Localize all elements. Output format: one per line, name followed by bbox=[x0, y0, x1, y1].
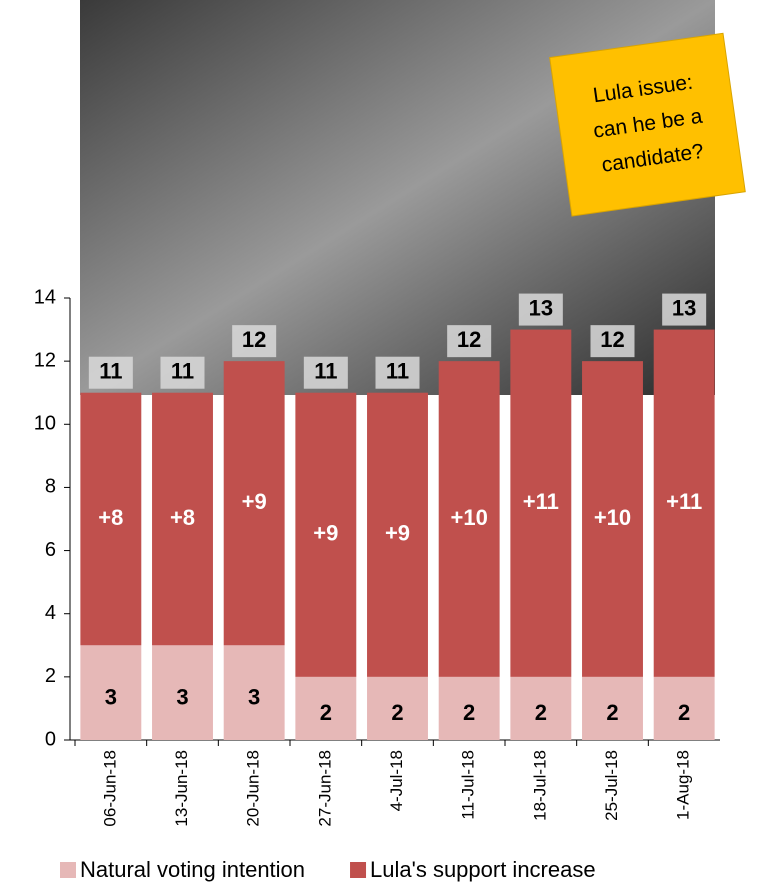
value-label: 3 bbox=[105, 684, 117, 709]
value-label: +8 bbox=[98, 505, 123, 530]
total-label: 11 bbox=[171, 359, 194, 384]
x-tick-label: 25-Jul-18 bbox=[602, 750, 621, 821]
total-label: 13 bbox=[672, 295, 696, 320]
x-tick-label: 11-Jul-18 bbox=[459, 750, 478, 820]
x-tick-label: 20-Jun-18 bbox=[244, 750, 263, 827]
value-label: +10 bbox=[594, 505, 631, 530]
total-label: 13 bbox=[529, 295, 553, 320]
value-label: 3 bbox=[248, 684, 260, 709]
total-label: 12 bbox=[600, 327, 624, 352]
value-label: +10 bbox=[451, 505, 488, 530]
x-tick-label: 27-Jun-18 bbox=[315, 750, 334, 827]
value-label: 2 bbox=[535, 700, 547, 725]
y-tick-label: 4 bbox=[45, 602, 56, 624]
value-label: 3 bbox=[176, 684, 188, 709]
y-tick-label: 6 bbox=[45, 539, 56, 561]
y-tick-label: 0 bbox=[45, 728, 56, 750]
y-tick-label: 10 bbox=[34, 413, 56, 435]
y-tick-label: 12 bbox=[34, 349, 56, 371]
legend-label: Natural voting intention bbox=[80, 857, 305, 882]
total-label: 11 bbox=[314, 359, 337, 384]
legend-label: Lula's support increase bbox=[370, 857, 596, 882]
value-label: 2 bbox=[320, 700, 332, 725]
x-tick-label: 06-Jun-18 bbox=[100, 750, 119, 827]
x-tick-label: 4-Jul-18 bbox=[387, 750, 406, 811]
legend-swatch bbox=[350, 862, 366, 878]
x-tick-label: 13-Jun-18 bbox=[172, 750, 191, 827]
value-label: 2 bbox=[606, 700, 618, 725]
x-tick-label: 18-Jul-18 bbox=[530, 750, 549, 821]
chart: Lula issue: can he be a candidate? 0 2 4 6 8… bbox=[0, 0, 758, 886]
total-label: 12 bbox=[457, 327, 481, 352]
x-tick-label: 1-Aug-18 bbox=[674, 750, 693, 820]
value-label: 2 bbox=[678, 700, 690, 725]
y-tick-label: 8 bbox=[45, 476, 56, 498]
value-label: 2 bbox=[463, 700, 475, 725]
y-tick-label: 14 bbox=[34, 286, 56, 308]
value-label: +11 bbox=[666, 489, 702, 514]
annotation-note: Lula issue: can he be a candidate? bbox=[550, 33, 746, 216]
value-label: +9 bbox=[242, 489, 267, 514]
value-label: +9 bbox=[313, 521, 338, 546]
value-label: +8 bbox=[170, 505, 195, 530]
total-label: 12 bbox=[242, 327, 266, 352]
total-label: 11 bbox=[386, 359, 409, 384]
value-label: +9 bbox=[385, 521, 410, 546]
y-tick-label: 2 bbox=[45, 665, 56, 687]
value-label: 2 bbox=[391, 700, 403, 725]
value-label: +11 bbox=[523, 489, 559, 514]
total-label: 11 bbox=[99, 359, 122, 384]
legend-swatch bbox=[60, 862, 76, 878]
